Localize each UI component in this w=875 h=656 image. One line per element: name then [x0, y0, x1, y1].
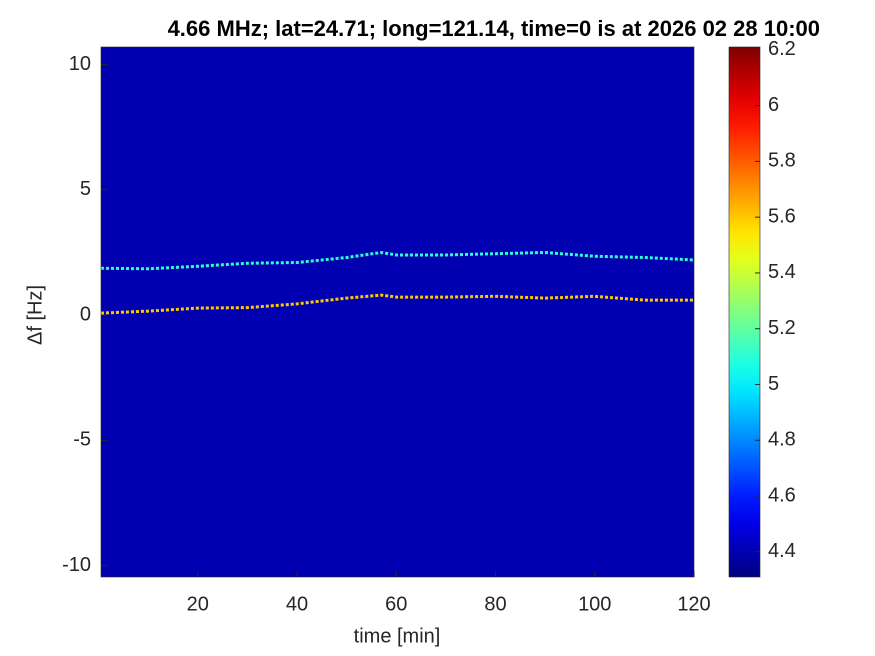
trace — [100, 250, 695, 271]
x-axis-label: time [min] — [354, 625, 441, 647]
x-tick-label: 20 — [187, 593, 209, 615]
colorbar-tick-label: 6.2 — [768, 38, 796, 60]
colorbar-tick-label: 4.6 — [768, 484, 796, 506]
y-tick-label: 0 — [80, 303, 91, 325]
colorbar-tick-label: 6 — [768, 94, 779, 116]
x-tick-label: 80 — [484, 593, 506, 615]
chart-title: 4.66 MHz; lat=24.71; long=121.14, time=0… — [168, 16, 820, 41]
y-tick-label: -5 — [73, 429, 91, 451]
colorbar-tick-label: 5 — [768, 373, 779, 395]
colorbar — [728, 46, 761, 578]
plot-background — [101, 47, 694, 577]
colorbar-tick-label: 5.8 — [768, 150, 796, 172]
y-tick-label: -10 — [62, 554, 91, 576]
y-axis-label: Δf [Hz] — [24, 285, 46, 345]
colorbar-tick-label: 5.6 — [768, 205, 796, 227]
trace — [100, 293, 694, 315]
colorbar-tick-label: 5.4 — [768, 261, 796, 283]
colorbar-tick-label: 5.2 — [768, 317, 796, 339]
colorbar-tick-label: 4.8 — [768, 429, 796, 451]
y-tick-label: 10 — [69, 53, 91, 75]
x-tick-label: 100 — [578, 593, 611, 615]
x-tick-label: 60 — [385, 593, 407, 615]
x-tick-label: 120 — [677, 593, 710, 615]
plot-frame — [100, 46, 695, 578]
colorbar-tick-label: 4.4 — [768, 540, 796, 562]
x-tick-label: 40 — [286, 593, 308, 615]
y-tick-label: 5 — [80, 178, 91, 200]
